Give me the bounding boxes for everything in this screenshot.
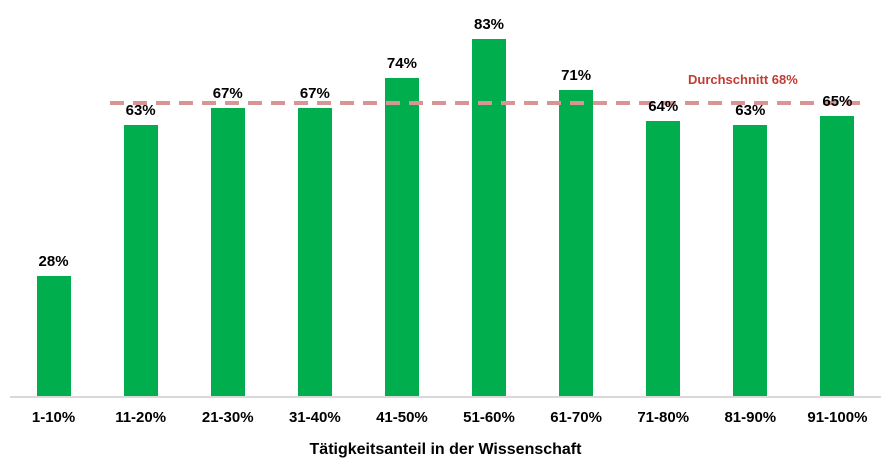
bar-group: 63% 81-90% <box>707 0 794 425</box>
bar-value-label: 74% <box>386 54 417 72</box>
bar-value-label: 63% <box>735 101 766 119</box>
x-tick-label: 31-40% <box>288 409 341 426</box>
x-tick-label: 81-90% <box>724 409 777 426</box>
bar <box>123 124 158 396</box>
bar <box>733 124 768 396</box>
bar-value-label: 67% <box>212 84 243 102</box>
bar <box>384 77 419 396</box>
bar-group: 67% 31-40% <box>271 0 358 425</box>
bar-group: 65% 91-100% <box>794 0 881 425</box>
bar-value-label: 64% <box>648 97 679 115</box>
average-line <box>110 101 860 106</box>
x-tick-label: 1-10% <box>31 409 76 426</box>
bar-group: 28% 1-10% <box>10 0 97 426</box>
x-tick-label: 91-100% <box>807 409 868 426</box>
plot-area: 28% 1-10% 63% 11-20% 67% 21-30% 67% 31-40% 74% 41… <box>10 0 881 426</box>
average-label: Durchschnitt 68% <box>688 72 798 87</box>
bar-value-label: 83% <box>474 15 505 33</box>
x-tick-label: 21-30% <box>201 409 254 426</box>
bar-value-label: 63% <box>125 101 156 119</box>
bar <box>36 275 71 396</box>
bar-value-label: 71% <box>561 67 592 85</box>
bar <box>297 107 332 396</box>
bar <box>646 120 681 396</box>
bar-group: 67% 21-30% <box>184 0 271 425</box>
bar-group: 71% 61-70% <box>533 0 620 425</box>
bar-value-label: 65% <box>822 93 853 111</box>
bar <box>472 38 507 396</box>
bar <box>210 107 245 396</box>
x-tick-label: 51-60% <box>463 409 515 426</box>
bar-group: 63% 11-20% <box>97 0 184 425</box>
bar-group: 74% 41-50% <box>358 0 445 426</box>
bar-value-label: 67% <box>299 84 330 102</box>
bar-group: 64% 71-80% <box>620 0 707 426</box>
bar-value-label: 28% <box>38 252 69 270</box>
x-tick-label: 41-50% <box>376 409 428 426</box>
x-tick-label: 11-20% <box>115 409 167 426</box>
x-tick-label: 71-80% <box>637 409 690 426</box>
x-axis-title: Tätigkeitsanteil in der Wissenschaft <box>309 441 582 458</box>
x-tick-label: 61-70% <box>550 409 602 426</box>
bar <box>559 90 594 396</box>
bar-group: 83% 51-60% <box>445 0 532 425</box>
bar <box>820 116 855 396</box>
